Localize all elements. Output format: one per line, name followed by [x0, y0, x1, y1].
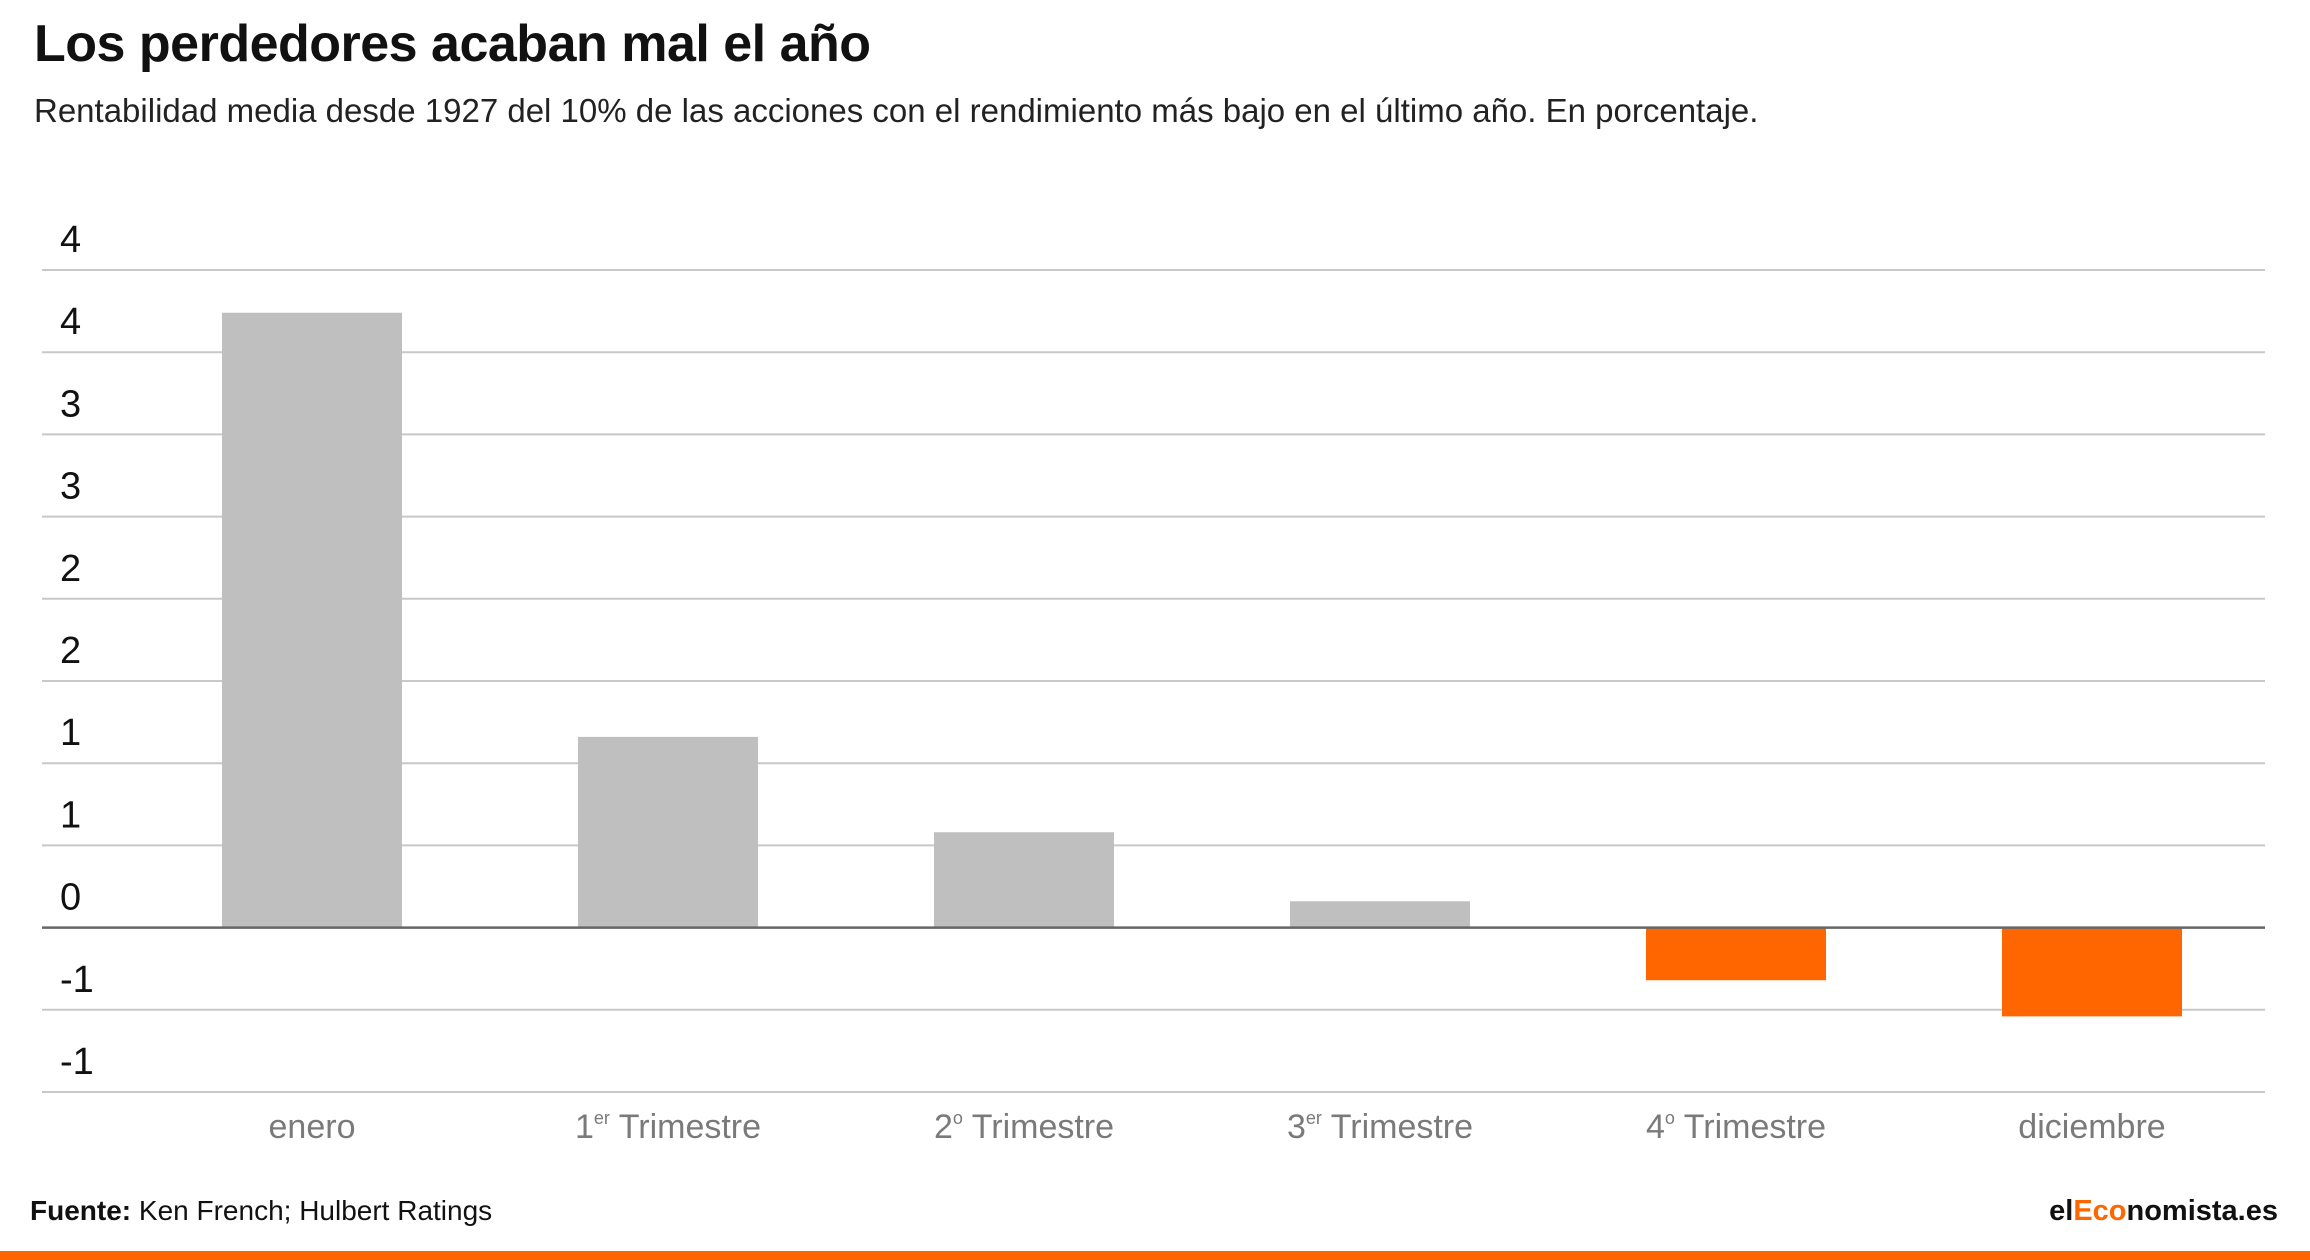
bar-1: [578, 736, 758, 928]
x-tick-main: 3: [1287, 1108, 1306, 1146]
x-tick-rest: Trimestre: [963, 1108, 1114, 1146]
x-tick-rest: Trimestre: [610, 1108, 761, 1146]
y-axis-ticks: 4 4 3 3 2 2 1 1 0 -1 -1: [60, 219, 94, 1083]
y-tick-label: 4: [60, 219, 81, 261]
y-tick-label: 3: [60, 466, 81, 508]
brand-suffix: nomista.es: [2126, 1195, 2279, 1227]
x-tick-rest: Trimestre: [1322, 1108, 1473, 1146]
x-tick-superscript: er: [1306, 1108, 1322, 1128]
x-tick-rest: Trimestre: [1675, 1108, 1826, 1146]
x-tick-main: enero: [269, 1108, 356, 1146]
x-tick-label: 1er Trimestre: [575, 1108, 761, 1146]
x-tick-superscript: o: [1665, 1108, 1675, 1128]
brand-logo: elEconomista.es: [2049, 1195, 2278, 1228]
x-tick-label: diciembre: [2018, 1108, 2165, 1146]
x-tick-label: enero: [269, 1108, 356, 1146]
bar-4: [1646, 927, 1826, 981]
bar-2: [934, 832, 1114, 928]
bottom-accent-bar: [0, 1251, 2310, 1260]
bars: [222, 312, 2182, 1017]
x-tick-label: 3er Trimestre: [1287, 1108, 1473, 1146]
y-tick-label: 4: [60, 301, 81, 343]
y-tick-label: 1: [60, 794, 81, 836]
x-tick-superscript: er: [594, 1108, 610, 1128]
chart-subtitle: Rentabilidad media desde 1927 del 10% de…: [34, 92, 1759, 129]
y-tick-label: -1: [60, 1041, 94, 1083]
x-tick-main: 4: [1646, 1108, 1665, 1146]
y-tick-label: 0: [60, 877, 81, 919]
source-label: Fuente:: [30, 1195, 132, 1226]
source-note: Fuente: Ken French; Hulbert Ratings: [30, 1195, 492, 1227]
x-tick-main: diciembre: [2018, 1108, 2165, 1146]
bar-0: [222, 312, 402, 928]
bar-5: [2002, 927, 2182, 1017]
x-tick-label: 2o Trimestre: [934, 1108, 1114, 1146]
bar-3: [1290, 901, 1470, 928]
y-tick-label: 3: [60, 383, 81, 425]
brand-accent: Eco: [2073, 1195, 2127, 1227]
grid-lines: [42, 269, 2265, 1093]
x-tick-main: 1: [575, 1108, 594, 1146]
source-text: Ken French; Hulbert Ratings: [138, 1195, 493, 1226]
x-tick-main: 2: [934, 1108, 953, 1146]
chart-title: Los perdedores acaban mal el año: [34, 15, 871, 73]
y-tick-label: 2: [60, 548, 81, 590]
x-tick-superscript: o: [953, 1108, 963, 1128]
brand-prefix: el: [2049, 1195, 2074, 1227]
y-tick-label: -1: [60, 959, 94, 1001]
x-axis-ticks: enero 1er Trimestre 2o Trimestre 3er Trimes…: [269, 1108, 2166, 1146]
y-tick-label: 2: [60, 630, 81, 672]
x-tick-label: 4o Trimestre: [1646, 1108, 1826, 1146]
y-tick-label: 1: [60, 712, 81, 754]
